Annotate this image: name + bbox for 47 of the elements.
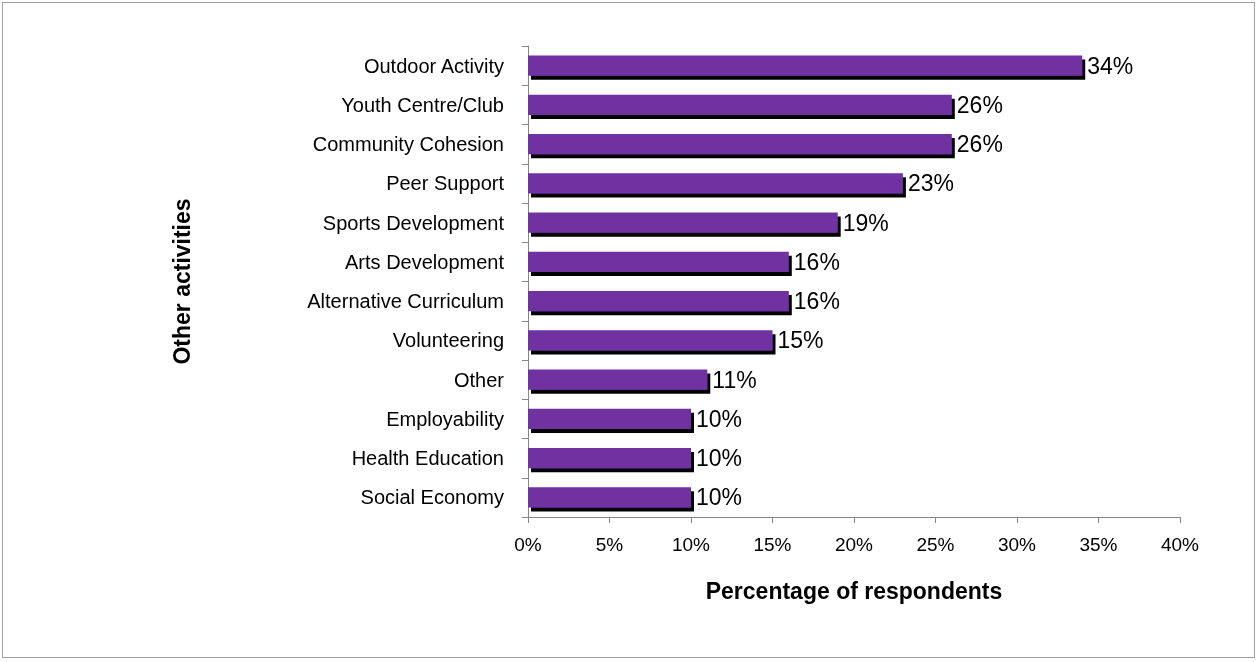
y-tick-label: Volunteering [392,329,504,352]
y-tick-label: Community Cohesion [312,133,504,156]
bar [528,369,708,390]
x-tick-label: 30% [997,534,1037,555]
data-label: 34% [1087,52,1134,79]
x-axis-title: Percentage of respondents [705,577,1003,604]
bar [528,330,773,351]
bar [528,447,691,469]
bar [528,94,952,116]
data-label: 23% [907,170,954,197]
data-label: 10% [696,445,743,472]
bar [528,251,789,273]
x-tick-label: 35% [1079,534,1118,555]
bar [528,487,691,508]
bar [528,212,838,233]
data-label: 11% [712,366,757,393]
bar [528,408,691,430]
y-tick-label: Arts Development [345,250,505,273]
data-label: 10% [696,484,743,511]
y-tick-label: Outdoor Activity [363,54,504,77]
y-tick-label: Employability [386,407,504,430]
x-tick-label: 10% [671,534,711,555]
data-label: 26% [956,131,1003,158]
x-tick-label: 15% [753,534,792,555]
bar [528,173,903,194]
data-label: 26% [956,91,1003,118]
y-tick-label: Other [453,368,505,391]
bar [528,55,1083,76]
y-tick-label: Social Economy [360,486,504,509]
data-label: 16% [793,288,840,315]
x-tick-label: 40% [1160,534,1200,555]
data-label: 19% [842,209,889,236]
y-tick-label: Health Education [351,447,504,470]
data-label: 16% [793,248,840,275]
data-label: 15% [777,327,824,354]
y-tick-label: Alternative Curriculum [307,290,504,313]
bar [528,133,952,155]
x-tick-label: 25% [916,534,955,555]
data-label: 10% [696,405,743,432]
x-tick-label: 5% [595,534,624,555]
y-tick-label: Peer Support [386,172,505,195]
bar [528,290,789,312]
x-tick-label: 0% [514,534,542,555]
x-tick-label: 20% [834,534,874,555]
y-tick-label: Youth Centre/Club [341,93,504,116]
y-tick-label: Sports Development [322,211,505,234]
y-axis-title: Other activities [168,198,195,365]
